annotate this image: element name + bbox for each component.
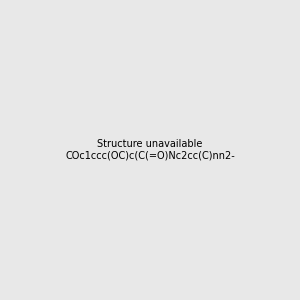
Text: Structure unavailable
COc1ccc(OC)c(C(=O)Nc2cc(C)nn2-: Structure unavailable COc1ccc(OC)c(C(=O)…: [65, 139, 235, 161]
